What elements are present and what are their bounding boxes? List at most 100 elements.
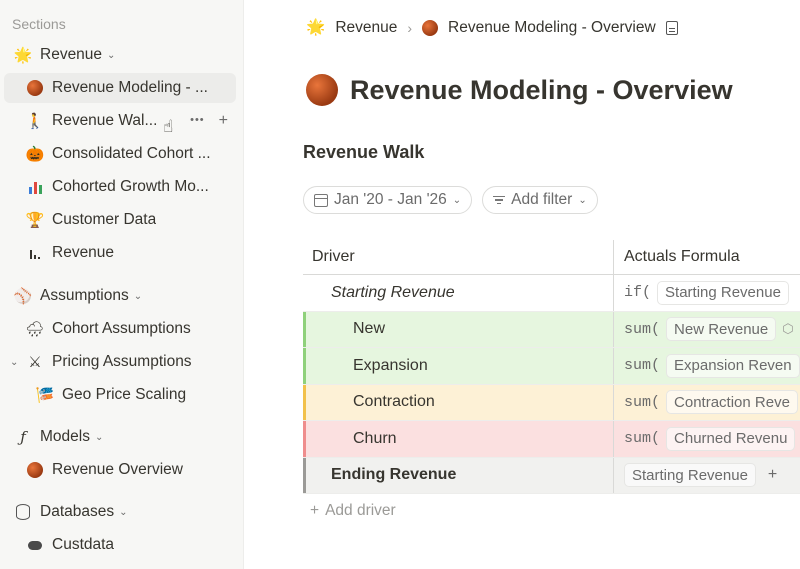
sidebar-group-databases[interactable]: Databases ⌄ xyxy=(4,497,236,527)
formula-reference-chip[interactable]: Contraction Reve xyxy=(666,390,798,415)
pumpkin-icon: 🎃 xyxy=(25,146,45,163)
sidebar-item-label: Pricing Assumptions xyxy=(52,353,192,370)
sidebar-group-label: Assumptions xyxy=(40,287,129,304)
flag-icon: 🎏 xyxy=(35,387,55,404)
sidebar-item-label: Revenue Overview xyxy=(52,461,183,478)
date-range-label: Jan '20 - Jan '26 xyxy=(334,191,447,208)
sidebar-item-label: Custdata xyxy=(52,536,115,553)
sidebar-item-cohort-assumptions[interactable]: 🌧 Cohort Assumptions xyxy=(4,314,236,344)
formula-reference-chip[interactable]: Starting Revenue xyxy=(657,280,789,305)
driver-cell[interactable]: New xyxy=(303,311,614,347)
sections-label: Sections xyxy=(12,16,66,32)
breadcrumb-current[interactable]: Revenue Modeling - Overview xyxy=(448,18,656,36)
formula-function: if( xyxy=(624,284,652,302)
driver-cell[interactable]: Starting Revenue xyxy=(303,275,614,311)
chevron-down-icon: ⌄ xyxy=(578,194,587,206)
formula-reference-chip[interactable]: Expansion Reven xyxy=(666,353,800,378)
chevron-down-icon: ⌄ xyxy=(119,506,128,518)
formula-cell[interactable]: sum( Churned Revenu xyxy=(614,421,800,457)
cloud-icon xyxy=(24,540,46,550)
table-row[interactable]: Expansion sum( Expansion Reven xyxy=(303,348,800,385)
column-header-driver[interactable]: Driver xyxy=(303,240,614,274)
plus-icon: + xyxy=(310,502,320,519)
sidebar-item-revenue[interactable]: Revenue xyxy=(4,238,236,268)
star-icon: 🌟 xyxy=(13,47,33,64)
sidebar-group-revenue[interactable]: 🌟 Revenue ⌄ xyxy=(4,40,236,70)
table-row[interactable]: Starting Revenue if( Starting Revenue xyxy=(303,275,800,312)
sidebar-group-assumptions[interactable]: ⚾ Assumptions ⌄ xyxy=(4,281,236,311)
add-driver-button[interactable]: + Add driver xyxy=(310,502,396,520)
chevron-down-icon: ⌄ xyxy=(107,49,116,61)
chevron-down-icon: ⌄ xyxy=(94,431,104,443)
star-icon: 🌟 xyxy=(306,19,326,36)
table-header-row: Driver Actuals Formula xyxy=(303,240,800,275)
formula-reference-chip[interactable]: New Revenue xyxy=(666,317,777,342)
sidebar-item-customer-data[interactable]: 🏆 Customer Data xyxy=(4,205,236,235)
walking-person-icon: 🚶 xyxy=(25,113,45,130)
chevron-down-icon: ⌄ xyxy=(133,290,143,302)
cube-icon: ⬡ xyxy=(782,321,794,337)
driver-cell[interactable]: Ending Revenue xyxy=(303,457,614,493)
breadcrumb-separator: › xyxy=(407,19,413,36)
formula-cell[interactable]: sum( Expansion Reven xyxy=(614,348,800,384)
date-range-button[interactable]: Jan '20 - Jan '26 ⌄ xyxy=(303,186,473,214)
function-icon: ƒ xyxy=(20,428,26,446)
formula-cell[interactable]: sum( New Revenue ⬡ xyxy=(614,312,800,348)
mini-bars-icon xyxy=(24,247,46,259)
sidebar-item-pricing-assumptions[interactable]: ⌄ ⚔ Pricing Assumptions xyxy=(4,347,236,377)
orb-icon[interactable] xyxy=(306,74,338,106)
formula-function: sum( xyxy=(624,320,661,338)
orb-icon xyxy=(24,462,46,478)
sidebar-item-label: Geo Price Scaling xyxy=(62,386,187,403)
sidebar: Sections 🌟 Revenue ⌄ Revenue Modeling - … xyxy=(0,0,244,569)
orb-icon xyxy=(422,19,439,36)
column-header-actuals-formula[interactable]: Actuals Formula xyxy=(624,248,740,265)
add-filter-button[interactable]: Add filter ⌄ xyxy=(482,186,598,214)
chevron-down-icon[interactable]: ⌄ xyxy=(10,356,19,368)
add-item-icon[interactable]: + xyxy=(218,112,228,129)
sidebar-group-label: Databases xyxy=(40,503,115,520)
sidebar-item-geo-price-scaling[interactable]: 🎏 Geo Price Scaling xyxy=(4,380,236,410)
add-reference-icon[interactable]: + xyxy=(767,466,778,484)
formula-cell[interactable]: Starting Revenue + xyxy=(614,458,800,494)
add-driver-label: Add driver xyxy=(325,502,396,519)
driver-cell[interactable]: Churn xyxy=(303,421,614,457)
main-content: 🌟 Revenue › Revenue Modeling - Overview … xyxy=(244,0,800,569)
table-row[interactable]: Ending Revenue Starting Revenue + xyxy=(303,457,800,494)
document-icon[interactable] xyxy=(665,20,678,35)
bar-chart-icon xyxy=(24,180,46,194)
sidebar-item-consolidated-cohort[interactable]: 🎃 Consolidated Cohort ... xyxy=(4,139,236,169)
sidebar-group-label: Models xyxy=(40,428,90,445)
calendar-icon xyxy=(314,193,328,207)
formula-cell[interactable]: sum( Contraction Reve xyxy=(614,385,800,421)
crossed-swords-icon: ⚔ xyxy=(28,354,42,371)
section-title: Revenue Walk xyxy=(303,142,425,162)
breadcrumb-parent[interactable]: Revenue xyxy=(335,18,398,36)
sidebar-item-revenue-overview[interactable]: Revenue Overview xyxy=(4,455,236,485)
more-options-icon[interactable]: ••• xyxy=(190,114,205,126)
driver-cell[interactable]: Contraction xyxy=(303,384,614,420)
page-title: Revenue Modeling - Overview xyxy=(306,74,733,106)
driver-cell[interactable]: Expansion xyxy=(303,348,614,384)
row-accent xyxy=(303,384,306,420)
formula-reference-chip[interactable]: Starting Revenue xyxy=(624,463,756,488)
page-title-text: Revenue Modeling - Overview xyxy=(350,74,733,105)
sidebar-item-custdata[interactable]: Custdata xyxy=(4,530,236,560)
table-row[interactable]: New sum( New Revenue ⬡ xyxy=(303,311,800,348)
formula-reference-chip[interactable]: Churned Revenu xyxy=(666,426,796,451)
table-row[interactable]: Churn sum( Churned Revenu xyxy=(303,421,800,458)
sidebar-group-label: Revenue xyxy=(40,46,103,63)
sidebar-item-revenue-walk[interactable]: 🚶 Revenue Wal... ••• + xyxy=(4,106,236,136)
filter-icon xyxy=(493,195,506,205)
sidebar-item-cohorted-growth[interactable]: Cohorted Growth Mo... xyxy=(4,172,236,202)
trophy-icon: 🏆 xyxy=(25,212,45,229)
sidebar-item-label: Consolidated Cohort ... xyxy=(52,145,211,162)
sidebar-group-models[interactable]: ƒ Models ⌄ xyxy=(4,422,236,452)
formula-cell[interactable]: if( Starting Revenue xyxy=(614,275,800,311)
sidebar-item-revenue-modeling[interactable]: Revenue Modeling - ... xyxy=(4,73,236,103)
row-accent xyxy=(303,421,306,457)
database-icon xyxy=(12,504,34,520)
formula-function: sum( xyxy=(624,393,661,411)
table-row[interactable]: Contraction sum( Contraction Reve xyxy=(303,384,800,421)
breadcrumb: 🌟 Revenue › Revenue Modeling - Overview xyxy=(306,18,678,37)
